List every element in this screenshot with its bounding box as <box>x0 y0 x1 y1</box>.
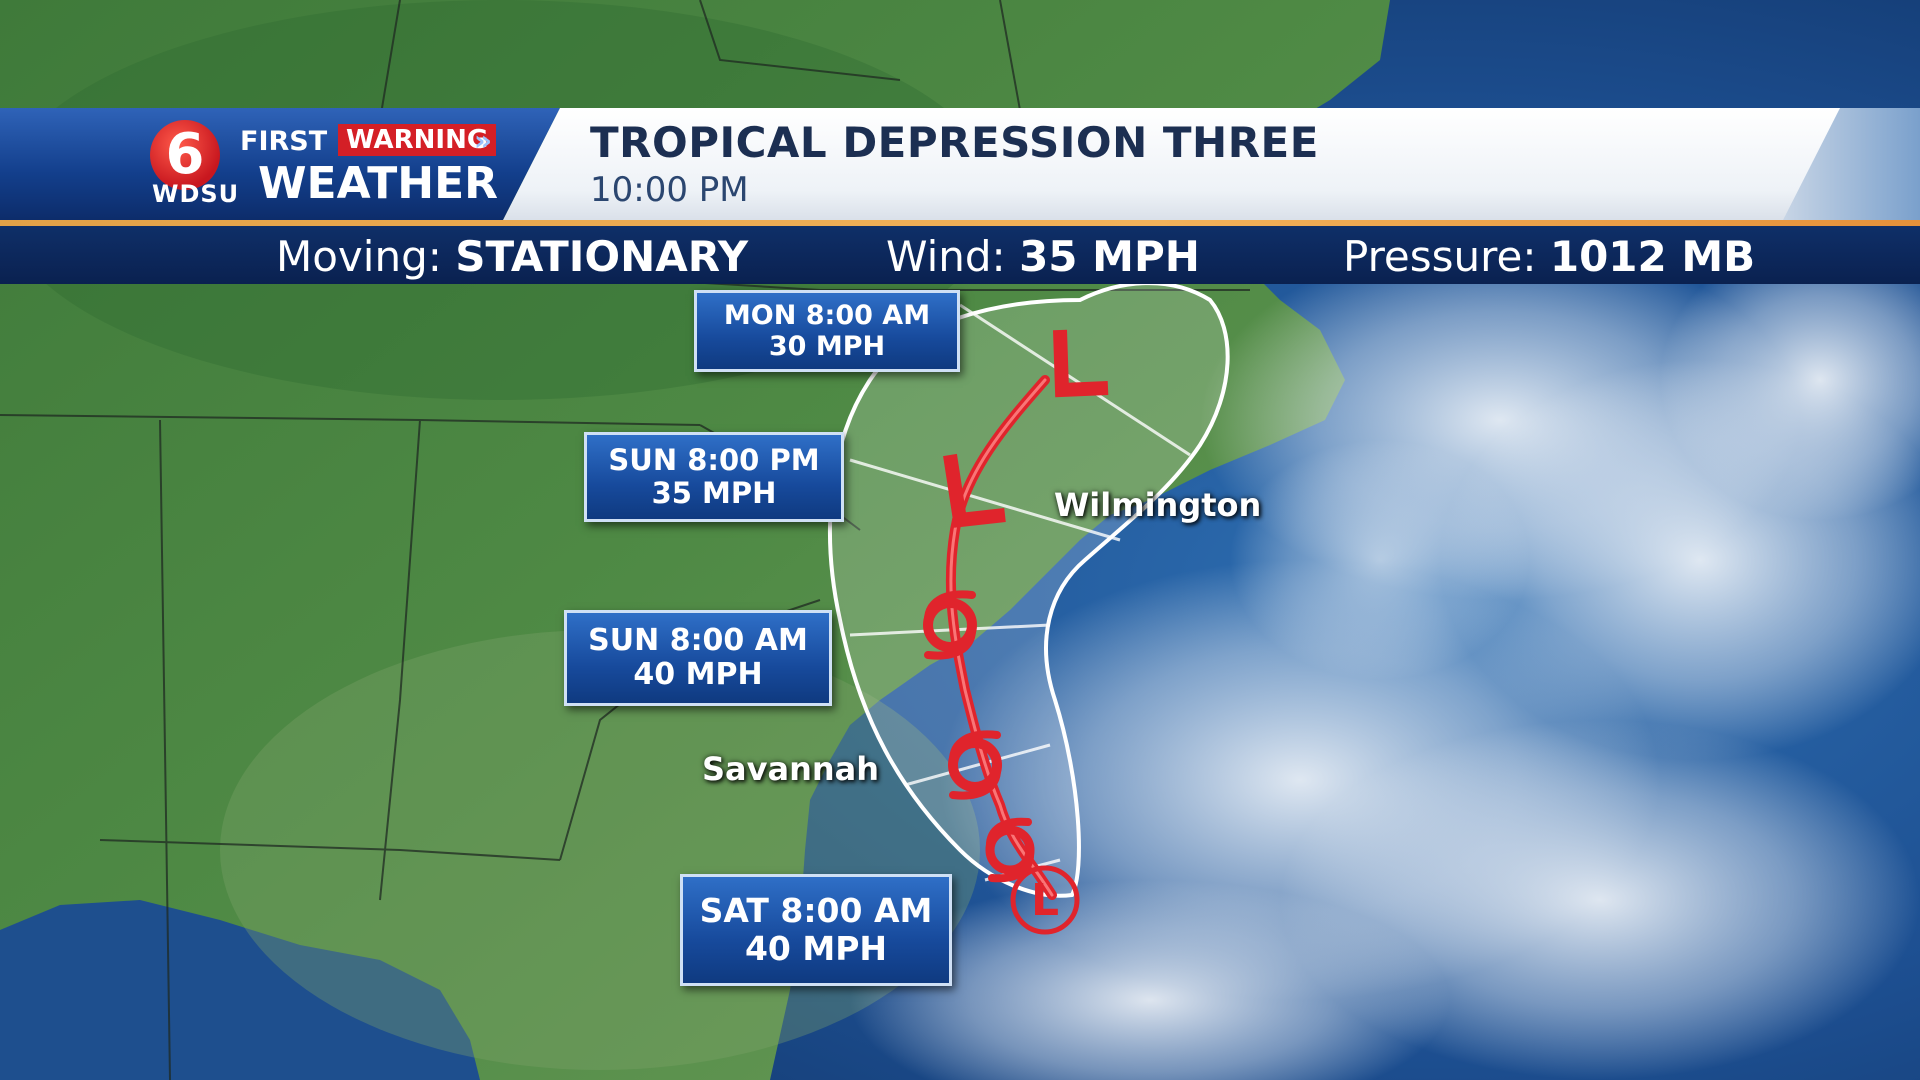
gulf-water <box>0 900 480 1080</box>
storm-symbol-sun-am <box>948 730 1002 800</box>
pressure-value: 1012 MB <box>1549 232 1756 281</box>
cloud-field <box>850 240 1920 1080</box>
header-bar <box>0 108 1920 226</box>
logo-station: WDSU <box>152 180 240 208</box>
forecast-time: MON 8:00 AM <box>723 299 931 331</box>
wind-label: Wind: <box>886 232 1006 281</box>
forecast-wind: 40 MPH <box>633 657 763 692</box>
channel-logo: 6 <box>150 120 220 190</box>
forecast-label-sat-am: SAT 8:00 AM 40 MPH <box>680 874 952 986</box>
moving-value: STATIONARY <box>455 232 749 281</box>
forecast-time: SUN 8:00 PM <box>608 442 820 477</box>
forecast-label-mon-am: MON 8:00 AM 30 MPH <box>694 290 960 372</box>
forecast-wind: 40 MPH <box>744 929 888 968</box>
forecast-time: SUN 8:00 AM <box>588 622 808 658</box>
logo-warning: WARNING <box>338 124 497 156</box>
logo-weather: WEATHER <box>258 158 499 209</box>
moving-label: Moving: <box>276 232 442 281</box>
storm-symbol-sun-mid <box>923 590 977 660</box>
svg-text:L: L <box>1031 875 1059 926</box>
advisory-time: 10:00 PM <box>590 170 749 210</box>
header-accent-line <box>0 220 1920 226</box>
storm-symbol-sat <box>985 817 1035 883</box>
storm-title: TROPICAL DEPRESSION THREE <box>590 118 1319 167</box>
low-symbol-mon <box>1053 329 1109 398</box>
forecast-wind: 35 MPH <box>651 476 777 510</box>
forecast-label-sun-pm: SUN 8:00 PM 35 MPH <box>584 432 844 522</box>
current-position-marker: L <box>1010 865 1080 935</box>
moving-info: Moving: STATIONARY <box>276 232 748 281</box>
forecast-wind: 30 MPH <box>768 331 886 362</box>
wind-value: 35 MPH <box>1019 232 1200 281</box>
logo-first: FIRST <box>240 126 328 157</box>
pressure-label: Pressure: <box>1343 232 1537 281</box>
info-bar <box>0 226 1920 284</box>
forecast-time: SAT 8:00 AM <box>699 891 933 931</box>
low-symbol-sun-pm <box>943 453 1006 528</box>
wind-info: Wind: 35 MPH <box>886 232 1200 281</box>
chevron-right-icon: » <box>474 124 493 157</box>
forecast-cone <box>828 281 1230 898</box>
city-label-wilmington: Wilmington <box>1054 486 1262 524</box>
title-panel <box>500 108 1920 226</box>
pressure-info: Pressure: 1012 MB <box>1343 232 1755 281</box>
forecast-label-sun-am: SUN 8:00 AM 40 MPH <box>564 610 832 706</box>
city-label-savannah: Savannah <box>702 750 880 788</box>
